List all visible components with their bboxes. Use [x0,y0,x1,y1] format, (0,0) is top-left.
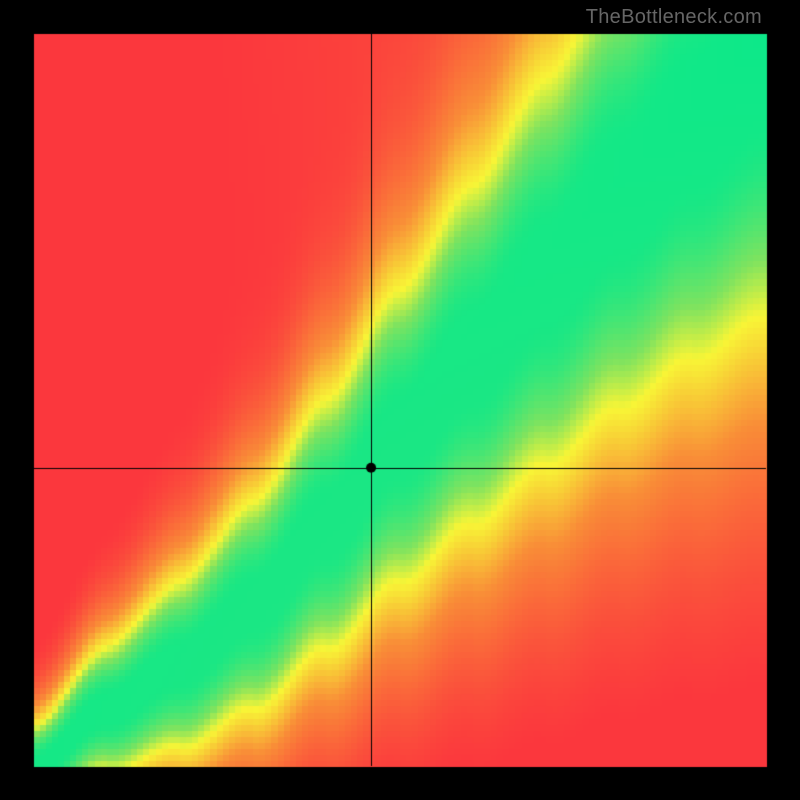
heatmap-canvas [0,0,800,800]
chart-container: TheBottleneck.com [0,0,800,800]
